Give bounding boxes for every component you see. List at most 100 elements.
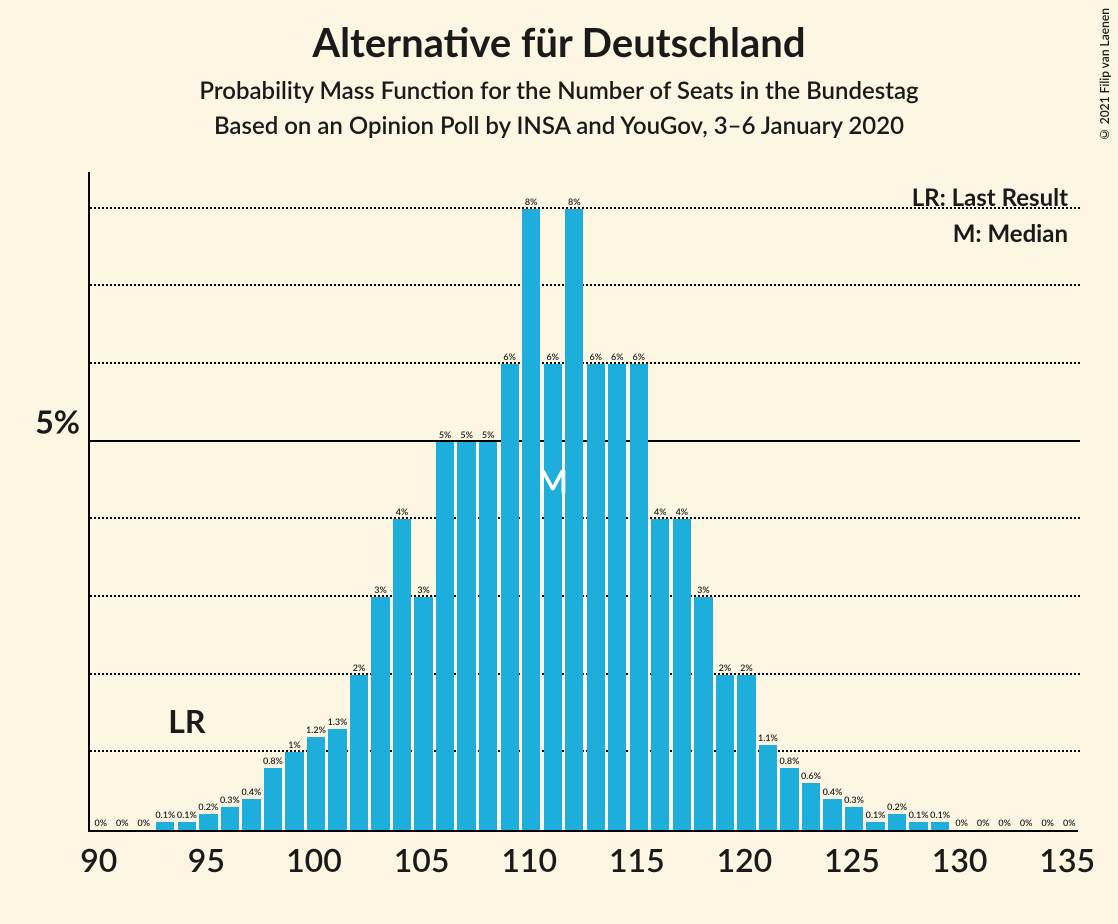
bar xyxy=(242,799,260,830)
bar xyxy=(931,822,949,830)
x-axis-tick: 110 xyxy=(501,840,557,879)
bar-value-label: 0% xyxy=(116,817,129,828)
bar-value-label: 3% xyxy=(697,584,710,595)
bar xyxy=(328,729,346,830)
bar xyxy=(522,209,540,830)
bar-value-label: 8% xyxy=(568,196,581,207)
bar xyxy=(457,442,475,830)
y-axis-label: 5% xyxy=(35,401,80,440)
bar xyxy=(264,768,282,830)
bar xyxy=(888,814,906,830)
bar-value-label: 0% xyxy=(998,817,1011,828)
legend: LR: Last Result M: Median xyxy=(912,180,1068,252)
chart-title: Alternative für Deutschland xyxy=(0,18,1118,66)
bar xyxy=(501,364,519,830)
bar-value-label: 0% xyxy=(1041,817,1054,828)
bar-value-label: 0% xyxy=(94,817,107,828)
bar-value-label: 0% xyxy=(1020,817,1033,828)
bar xyxy=(802,783,820,830)
gridline xyxy=(90,284,1080,286)
bar xyxy=(759,745,777,830)
bar-value-label: 0% xyxy=(977,817,990,828)
x-axis-tick: 120 xyxy=(717,840,773,879)
legend-m: M: Median xyxy=(912,216,1068,252)
bar-value-label: 0.1% xyxy=(866,809,886,820)
bar xyxy=(414,597,432,830)
x-axis-tick: 115 xyxy=(609,840,665,879)
bar-value-label: 0.3% xyxy=(844,794,864,805)
bar xyxy=(178,822,196,830)
bar xyxy=(737,675,755,830)
gridline xyxy=(90,362,1080,364)
bar xyxy=(780,768,798,830)
bar xyxy=(393,519,411,830)
x-axis-tick: 135 xyxy=(1039,840,1095,879)
bar-value-label: 2% xyxy=(719,662,732,673)
bar xyxy=(608,364,626,830)
bar-value-label: 0.4% xyxy=(241,786,261,797)
bar-value-label: 0.2% xyxy=(198,801,218,812)
x-axis-tick: 125 xyxy=(824,840,880,879)
bar-value-label: 0.6% xyxy=(801,770,821,781)
credit-text: © 2021 Filip van Laenen xyxy=(1097,8,1112,142)
bar xyxy=(845,807,863,830)
bar xyxy=(565,209,583,830)
gridline xyxy=(90,595,1080,597)
bar-value-label: 0% xyxy=(1063,817,1076,828)
bar-value-label: 0.1% xyxy=(909,809,929,820)
bar xyxy=(651,519,669,830)
bar-value-label: 8% xyxy=(525,196,538,207)
bar-value-label: 6% xyxy=(589,351,602,362)
bar-value-label: 0.1% xyxy=(177,809,197,820)
bar-value-label: 0% xyxy=(955,817,968,828)
bar-value-label: 0.4% xyxy=(823,786,843,797)
bar-value-label: 4% xyxy=(654,506,667,517)
bar xyxy=(673,519,691,830)
annotation-median: M xyxy=(538,461,568,500)
bar-value-label: 4% xyxy=(396,506,409,517)
bar xyxy=(285,752,303,830)
bar xyxy=(436,442,454,830)
bar-value-label: 0.3% xyxy=(220,794,240,805)
chart-subtitle-2: Based on an Opinion Poll by INSA and You… xyxy=(0,111,1118,140)
bar xyxy=(544,364,562,830)
bar xyxy=(156,822,174,830)
bar-value-label: 1.1% xyxy=(758,732,778,743)
bar-value-label: 0.8% xyxy=(780,755,800,766)
plot-region: 0%0%0%0.1%0.1%0.2%0.3%0.4%0.8%1%1.2%1.3%… xyxy=(88,172,1078,832)
bar-value-label: 6% xyxy=(546,351,559,362)
bar xyxy=(909,822,927,830)
x-axis-tick: 100 xyxy=(286,840,342,879)
annotation-lr: LR xyxy=(168,701,205,740)
bar-value-label: 0% xyxy=(138,817,151,828)
bar-value-label: 1% xyxy=(288,739,301,750)
bar-value-label: 5% xyxy=(439,429,452,440)
bar-value-label: 6% xyxy=(611,351,624,362)
bar-value-label: 0.1% xyxy=(155,809,175,820)
x-axis-tick: 90 xyxy=(80,840,117,879)
bar xyxy=(694,597,712,830)
bar xyxy=(587,364,605,830)
bar xyxy=(350,675,368,830)
bar xyxy=(823,799,841,830)
x-axis-tick: 105 xyxy=(394,840,450,879)
x-axis-tick: 130 xyxy=(932,840,988,879)
chart-area: 0%0%0%0.1%0.1%0.2%0.3%0.4%0.8%1%1.2%1.3%… xyxy=(88,172,1078,832)
bar-value-label: 6% xyxy=(633,351,646,362)
gridline xyxy=(90,440,1080,442)
x-axis-tick: 95 xyxy=(188,840,225,879)
bar-value-label: 5% xyxy=(482,429,495,440)
bar-value-label: 3% xyxy=(374,584,387,595)
bar xyxy=(371,597,389,830)
gridline xyxy=(90,517,1080,519)
bar xyxy=(866,822,884,830)
bar-value-label: 4% xyxy=(676,506,689,517)
bar xyxy=(479,442,497,830)
bar xyxy=(199,814,217,830)
legend-lr: LR: Last Result xyxy=(912,180,1068,216)
gridline xyxy=(90,750,1080,752)
bar-value-label: 0.8% xyxy=(263,755,283,766)
bar-value-label: 1.3% xyxy=(328,716,348,727)
chart-subtitle-1: Probability Mass Function for the Number… xyxy=(0,76,1118,105)
bar-value-label: 0.1% xyxy=(930,809,950,820)
